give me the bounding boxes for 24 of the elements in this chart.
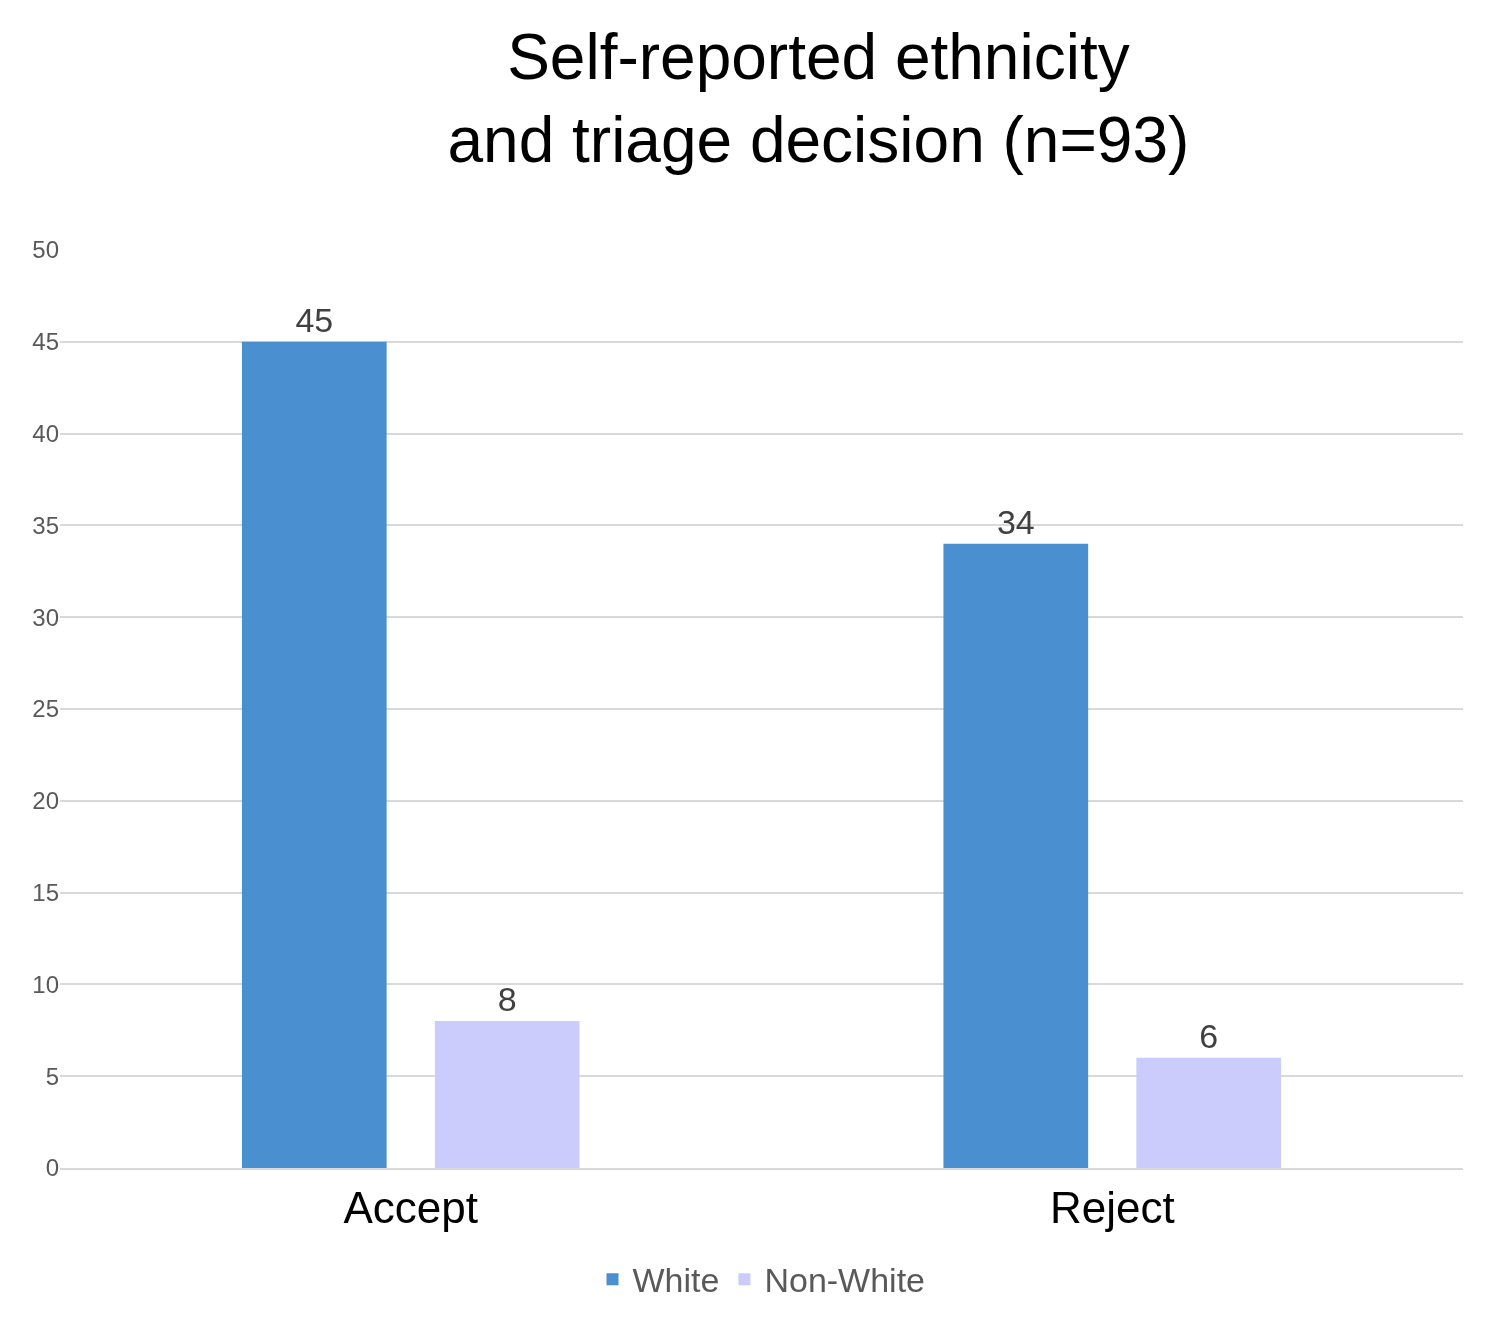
y-tick-label: 10 xyxy=(32,970,59,998)
y-tick-label: 35 xyxy=(32,511,59,539)
chart-title: Self-reported ethnicity and triage decision (n=93) xyxy=(447,21,1190,177)
legend-label: Non-White xyxy=(764,1261,926,1300)
y-tick-label: 40 xyxy=(32,420,59,447)
data-label: 34 xyxy=(996,502,1035,541)
y-tick-label: 25 xyxy=(32,695,59,723)
bar xyxy=(943,543,1089,1168)
bar xyxy=(241,341,387,1168)
legend-label: White xyxy=(632,1261,720,1300)
y-tick-label: 5 xyxy=(45,1062,59,1090)
y-tick-label: 15 xyxy=(32,879,59,906)
x-tick-label: Accept xyxy=(343,1182,479,1232)
y-tick-label: 20 xyxy=(32,787,59,815)
y-tick-label: 50 xyxy=(32,236,59,264)
bar xyxy=(434,1021,580,1168)
data-label: 8 xyxy=(497,980,517,1019)
x-tick-label: Reject xyxy=(1049,1182,1175,1232)
bar xyxy=(1136,1057,1282,1168)
data-label: 45 xyxy=(295,300,334,339)
y-tick-label: 30 xyxy=(32,603,59,631)
data-label: 6 xyxy=(1199,1016,1219,1055)
y-tick-label: 45 xyxy=(32,328,59,356)
y-tick-label: 0 xyxy=(45,1154,59,1182)
